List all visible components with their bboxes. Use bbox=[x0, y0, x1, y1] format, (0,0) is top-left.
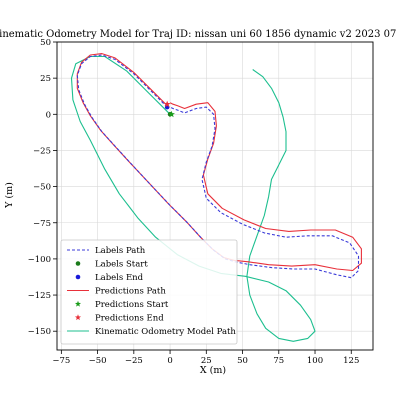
x-tick-label: 50 bbox=[237, 356, 248, 366]
x-tick-label: 0 bbox=[167, 356, 172, 366]
plot-frame bbox=[56, 41, 374, 351]
series-line-kinematic-odometry-model-path bbox=[70, 55, 316, 342]
legend-labels-path-label: Labels Path bbox=[95, 246, 146, 256]
x-tick-label: 25 bbox=[201, 356, 212, 366]
y-tick-label: −75 bbox=[33, 219, 51, 229]
y-axis-label: Y (m) bbox=[4, 182, 15, 209]
y-tick-label: 25 bbox=[40, 74, 51, 84]
legend-predictions-end-label: Predictions End bbox=[95, 314, 164, 324]
legend-predictions-start-swatch bbox=[74, 300, 82, 307]
legend-predictions-start-label: Predictions Start bbox=[95, 300, 169, 310]
x-tick-label: −25 bbox=[125, 356, 143, 366]
series-line-labels-path bbox=[76, 54, 360, 279]
y-tick-label: −25 bbox=[33, 146, 51, 156]
y-tick-label: −150 bbox=[28, 327, 51, 337]
legend-labels-start-label: Labels Start bbox=[95, 260, 148, 270]
y-tick-label: 50 bbox=[40, 38, 51, 48]
y-tick-label: −100 bbox=[28, 255, 51, 265]
y-tick-label: −50 bbox=[33, 183, 51, 193]
y-tick-label: −125 bbox=[28, 291, 51, 301]
legend-labels-end-swatch bbox=[75, 274, 81, 280]
x-axis-label: X (m) bbox=[200, 365, 226, 376]
x-tick-label: 100 bbox=[307, 356, 323, 366]
series-line-predictions-path bbox=[76, 53, 362, 272]
marker-predictions-start bbox=[168, 110, 175, 118]
marker-predictions-end bbox=[163, 100, 171, 108]
y-tick-label: 0 bbox=[46, 110, 51, 120]
legend-labels-start-swatch bbox=[75, 261, 81, 266]
legend-box bbox=[60, 239, 238, 345]
legend-labels-end-label: Labels End bbox=[95, 273, 144, 283]
legend-predictions-end-swatch bbox=[74, 314, 82, 321]
x-tick-label: 75 bbox=[273, 356, 284, 366]
legend-predictions-path-label: Predictions Path bbox=[95, 287, 166, 297]
x-tick-label: 125 bbox=[343, 356, 359, 366]
x-tick-label: −75 bbox=[52, 356, 70, 366]
chart-title: Kinematic Odometry Model for Traj ID: ni… bbox=[0, 29, 400, 40]
legend-kinematic-odometry-model-path-label: Kinematic Odometry Model Path bbox=[95, 327, 236, 337]
x-tick-label: −50 bbox=[89, 356, 107, 366]
